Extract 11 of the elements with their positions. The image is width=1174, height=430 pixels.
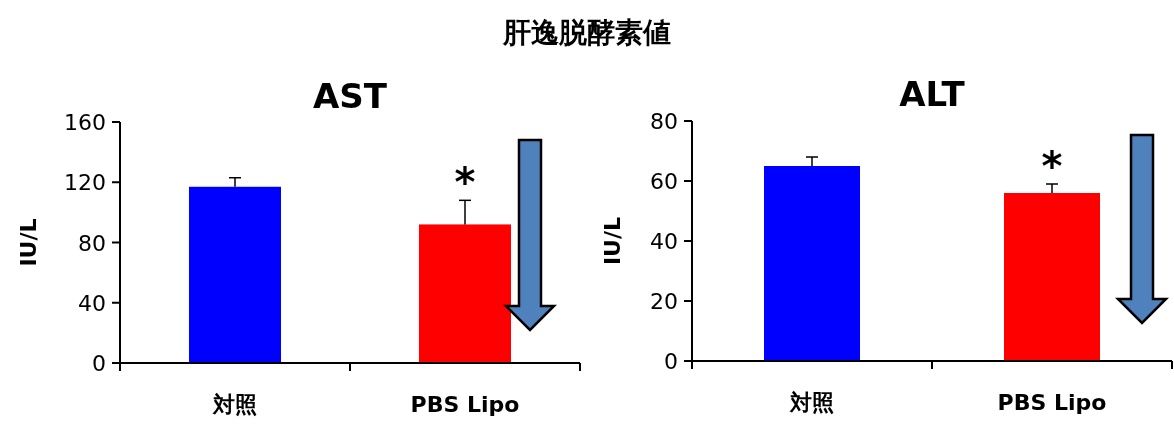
y-axis-title: IU/L <box>16 218 41 267</box>
y-axis-title: IU/L <box>600 216 625 266</box>
chart-title: ALT <box>899 74 966 114</box>
x-tick-label: PBS Lipo <box>997 390 1107 415</box>
text: 肝逸脱酵素値 <box>502 16 671 49</box>
annotation: * <box>454 159 476 206</box>
x-tick-label: 対照 <box>789 390 834 415</box>
annotation: * <box>1041 143 1063 189</box>
x-tick-label: PBS Lipo <box>410 392 520 417</box>
x-tick-label: 対照 <box>212 392 257 417</box>
chart-title: AST <box>313 76 388 116</box>
